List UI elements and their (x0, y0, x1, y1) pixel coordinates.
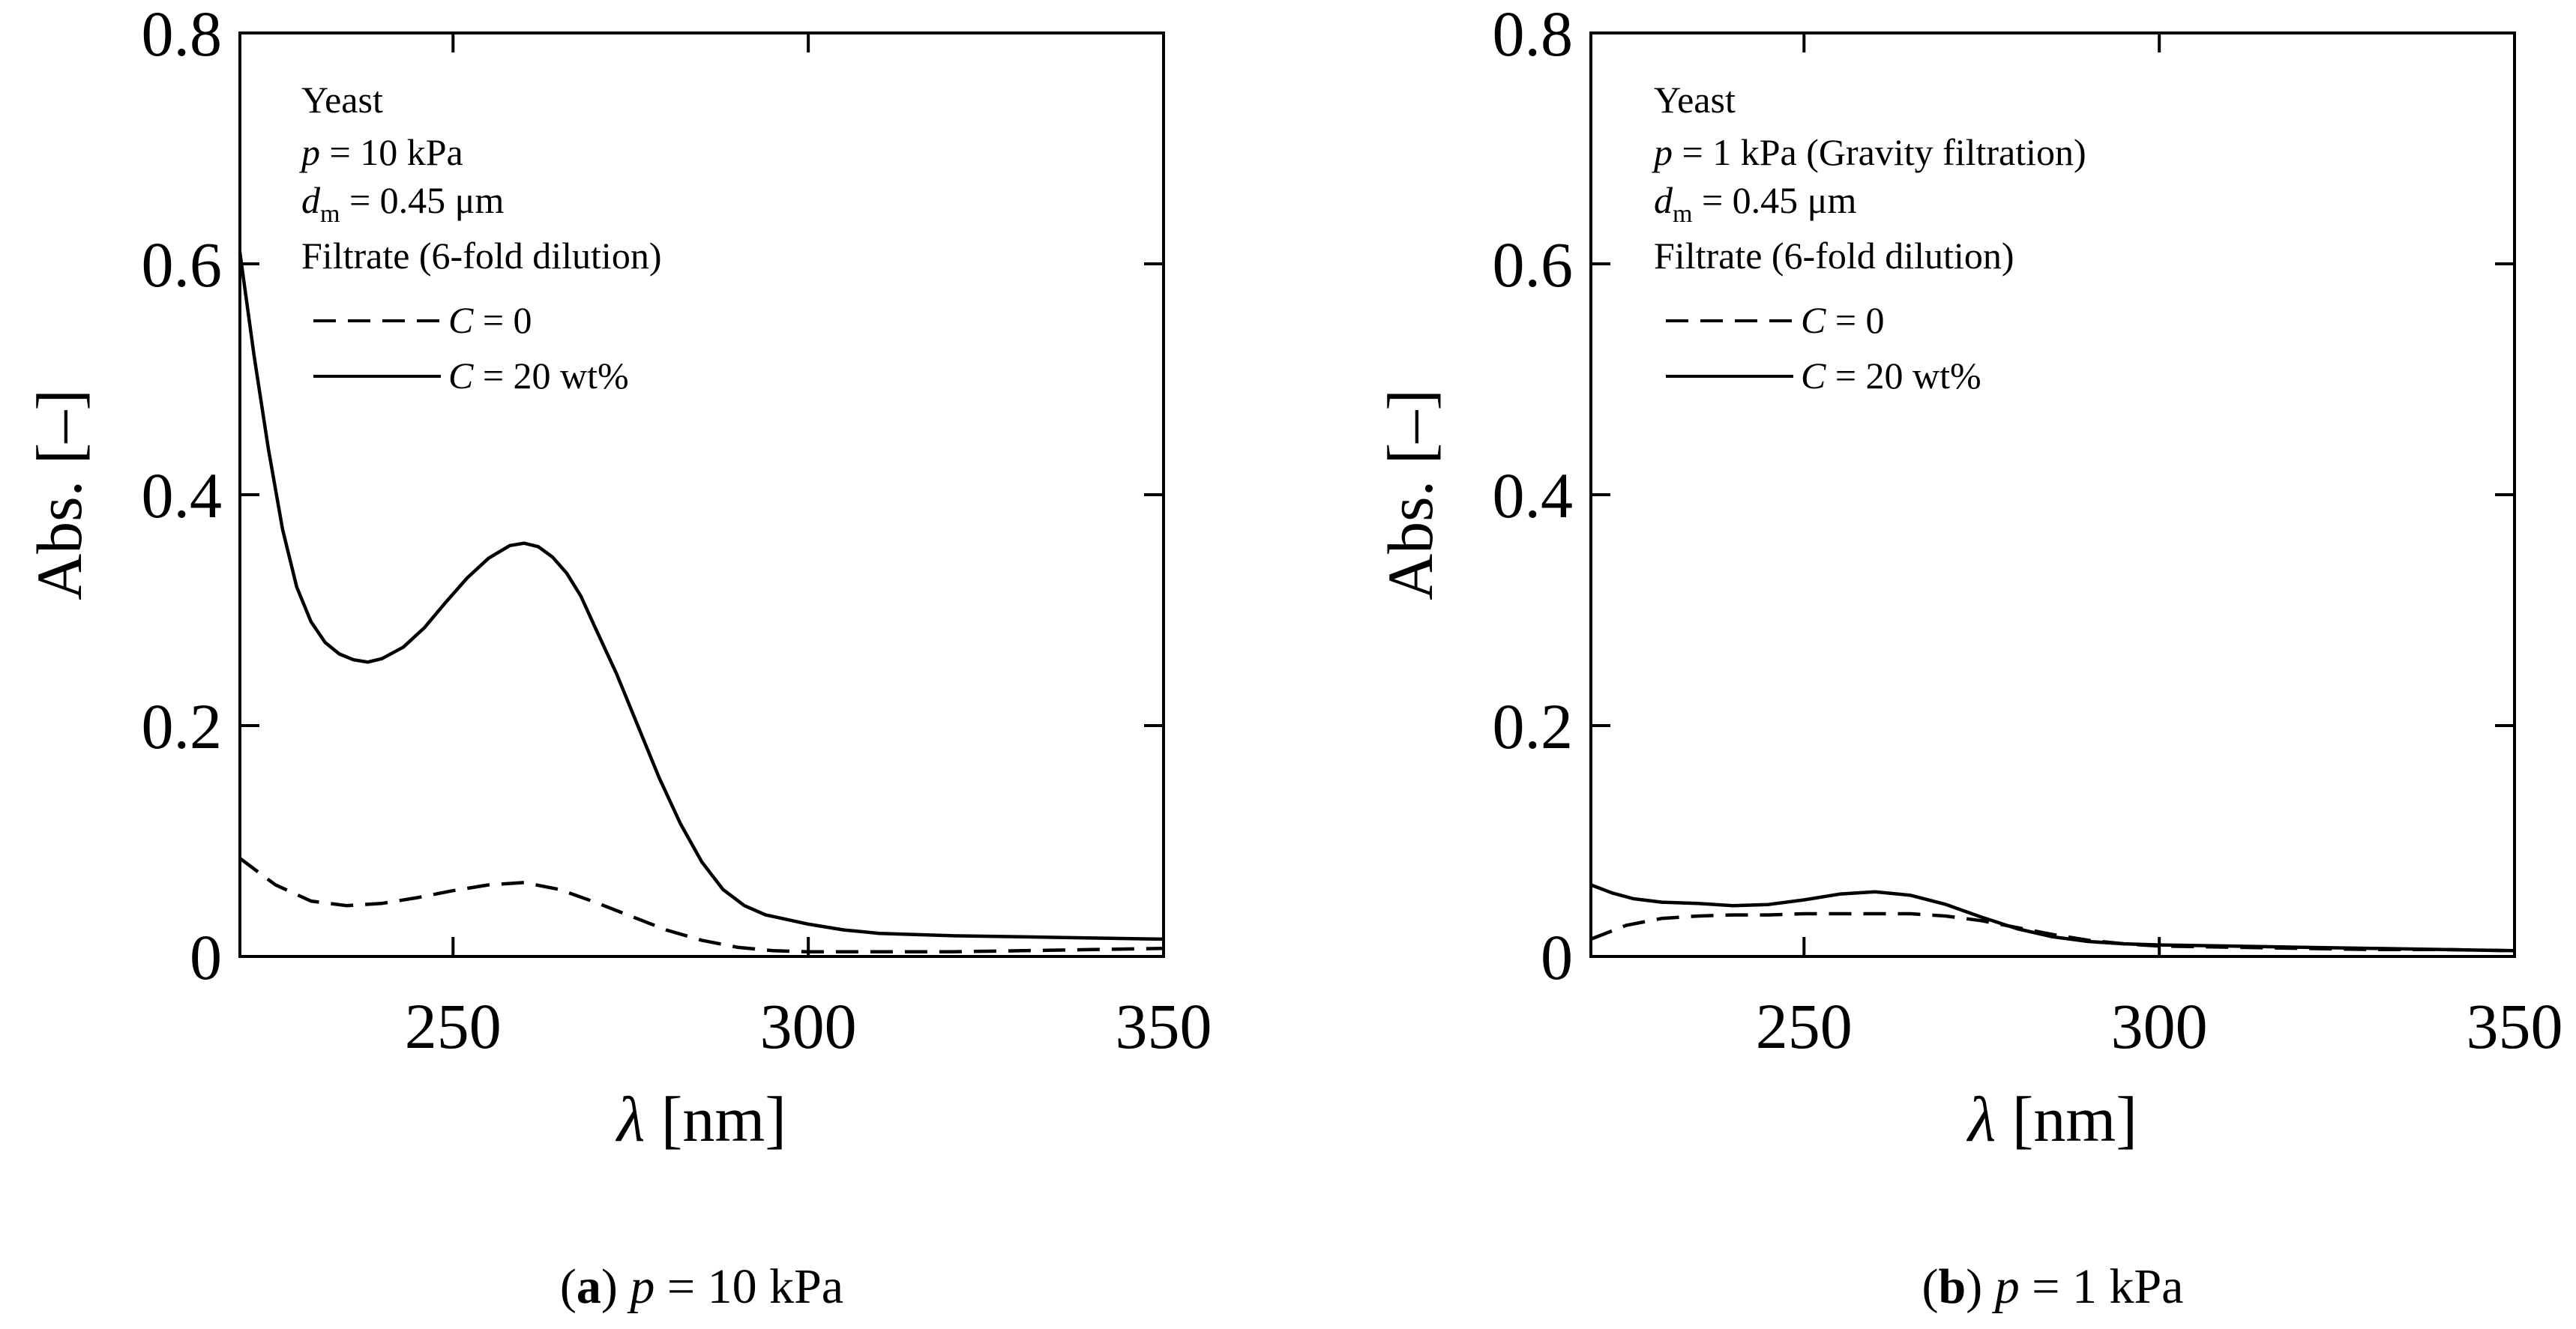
panel-a-y-axis-title: Abs. [–] (23, 389, 95, 600)
panel-a-x-axis-symbol: λ (615, 1083, 645, 1155)
panel-a-annot-pressure: p = 10 kPa (299, 131, 463, 173)
panel-a-caption: (a) p = 10 kPa (560, 1259, 843, 1314)
panel-a-legend-label-c20: C = 20 wt% (448, 355, 629, 397)
panel-b-annot-pressure: p = 1 kPa (Gravity filtration) (1652, 131, 2086, 173)
panel-a-x-axis-title: λ [nm] (615, 1083, 786, 1155)
panel-b-caption: (b) p = 1 kPa (1922, 1259, 2184, 1314)
panel-b: 0 0.2 0.4 0.6 0.8 250 300 350 Abs. [–] λ… (1374, 0, 2563, 1314)
panel-b-ytick-labels: 0 0.2 0.4 0.6 0.8 (1493, 0, 1574, 993)
panel-b-annot-sample: Yeast (1654, 79, 1736, 121)
panel-b-ytick-label: 0.4 (1493, 459, 1574, 531)
panel-b-annot-filtrate: Filtrate (6-fold dilution) (1654, 235, 2014, 277)
panel-b-annotation: Yeast p = 1 kPa (Gravity filtration) dm … (1652, 79, 2086, 277)
panel-a-ticks (240, 31, 1165, 958)
panel-a-legend-label-c0: C = 0 (448, 299, 532, 341)
panel-a-ytick-label: 0.8 (142, 0, 223, 70)
panel-b-series-c20-solid (1590, 883, 2515, 953)
panel-b-ytick-label: 0.8 (1493, 0, 1574, 70)
panel-b-ytick-label: 0 (1541, 921, 1573, 993)
panel-b-series-c0-dashed (1590, 911, 2515, 953)
panel-a-legend: C = 0 C = 20 wt% (313, 299, 629, 397)
panel-b-ytick-label: 0.6 (1493, 229, 1574, 301)
panel-a-annot-filtrate: Filtrate (6-fold dilution) (301, 235, 661, 277)
panel-b-y-axis-title: Abs. [–] (1374, 389, 1446, 600)
panel-a-annot-membrane: dm = 0.45 μm (301, 179, 504, 228)
panel-a-ytick-labels: 0 0.2 0.4 0.6 0.8 (142, 0, 223, 993)
panel-b-xtick-label: 300 (2111, 990, 2208, 1062)
panel-a-series-c0-dashed (238, 857, 1164, 954)
panel-a-annot-sample: Yeast (301, 79, 383, 121)
panel-a-xtick-label: 250 (405, 990, 502, 1062)
panel-a-x-axis-unit: [nm] (645, 1083, 786, 1155)
panel-a-series-c20-solid (238, 252, 1164, 941)
panel-a-ytick-label: 0.2 (142, 690, 223, 762)
panel-b-xtick-label: 350 (2467, 990, 2563, 1062)
panel-b-x-axis-title: λ [nm] (1966, 1083, 2137, 1155)
panel-b-annot-membrane: dm = 0.45 μm (1654, 179, 1856, 228)
panel-a-series (238, 252, 1164, 954)
panel-b-ytick-label: 0.2 (1493, 690, 1574, 762)
panel-b-legend-label-c20: C = 20 wt% (1801, 355, 1981, 397)
panel-b-x-axis-unit: [nm] (1996, 1083, 2137, 1155)
panel-a-annotation: Yeast p = 10 kPa dm = 0.45 μm Filtrate (… (299, 79, 661, 277)
panel-b-legend-label-c0: C = 0 (1801, 299, 1885, 341)
panel-a-xtick-labels: 250 300 350 (405, 990, 1212, 1062)
panel-b-legend: C = 0 C = 20 wt% (1666, 299, 1981, 397)
panel-a-xtick-label: 300 (760, 990, 857, 1062)
panel-a-ytick-label: 0.4 (142, 459, 223, 531)
panel-a-xtick-label: 350 (1116, 990, 1212, 1062)
panel-b-series (1590, 883, 2515, 953)
panel-a: 0 0.2 0.4 0.6 0.8 250 300 350 Abs. [–] λ… (23, 0, 1212, 1314)
panel-a-ytick-label: 0.6 (142, 229, 223, 301)
panel-b-xtick-labels: 250 300 350 (1756, 990, 2563, 1062)
panel-b-xtick-label: 250 (1756, 990, 1853, 1062)
panel-a-ytick-label: 0 (190, 921, 222, 993)
panel-b-x-axis-symbol: λ (1966, 1083, 1996, 1155)
